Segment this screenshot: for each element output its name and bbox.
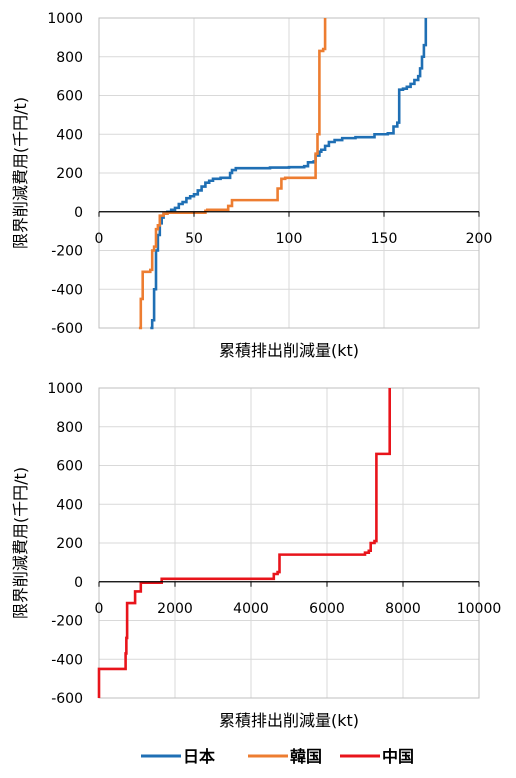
bottom-ytick-label-7: 800 [56,420,83,436]
top-ytick-label-7: 800 [56,50,83,66]
bottom-ytick-label-8: 1000 [47,381,83,397]
bottom-ytick-label-3: 0 [74,575,83,591]
chart-bottom: 0 2000 4000 6000 8000 10000 -600 -400 -200 0 200 40… [11,381,501,730]
top-series-0-line [150,18,428,330]
top-xtick-label-0: 0 [95,231,104,247]
top-ytick-label-1: -400 [51,282,83,298]
bottom-x-axis-title: 累積排出削減量(kt) [219,711,359,730]
bottom-xtick-label-1: 2000 [157,601,193,617]
bottom-ytick-label-6: 600 [56,459,83,475]
bottom-series-0-line [97,388,391,698]
legend-label-korea: 韓国 [290,747,322,766]
bottom-ytick-label-2: -200 [51,614,83,630]
top-x-axis-title: 累積排出削減量(kt) [219,341,359,360]
top-series-1-line [138,18,327,330]
top-ytick-label-5: 400 [56,127,83,143]
bottom-xtick-label-5: 10000 [457,601,502,617]
top-xtick-label-4: 200 [466,231,493,247]
legend-label-china: 中国 [382,747,414,766]
top-ytick-label-3: 0 [74,205,83,221]
top-xtick-label-3: 150 [371,231,398,247]
bottom-plot-frame [98,387,480,699]
bottom-ytick-label-0: -600 [51,691,83,707]
bottom-xtick-label-2: 4000 [233,601,269,617]
top-ytick-label-2: -200 [51,244,83,260]
legend: 日本 韓国 中国 [141,747,414,766]
top-ytick-label-4: 200 [56,166,83,182]
top-plot-frame [98,17,480,329]
top-ytick-label-0: -600 [51,321,83,337]
legend-label-japan: 日本 [183,747,215,766]
top-xtick-label-2: 100 [276,231,303,247]
top-ytick-label-6: 600 [56,89,83,105]
top-y-axis-title: 限界削減費用(千円/t) [11,97,30,249]
chart-top: 0 50 100 150 200 -600 -400 -200 0 200 400 600 800 100… [11,11,492,360]
bottom-ytick-label-4: 200 [56,536,83,552]
bottom-xtick-label-4: 8000 [385,601,421,617]
bottom-ytick-label-5: 400 [56,497,83,513]
top-ytick-label-8: 1000 [47,11,83,27]
bottom-y-axis-title: 限界削減費用(千円/t) [11,467,30,619]
top-xtick-label-1: 50 [185,231,203,247]
bottom-ytick-label-1: -400 [51,652,83,668]
bottom-xtick-label-3: 6000 [309,601,345,617]
bottom-xtick-label-0: 0 [95,601,104,617]
